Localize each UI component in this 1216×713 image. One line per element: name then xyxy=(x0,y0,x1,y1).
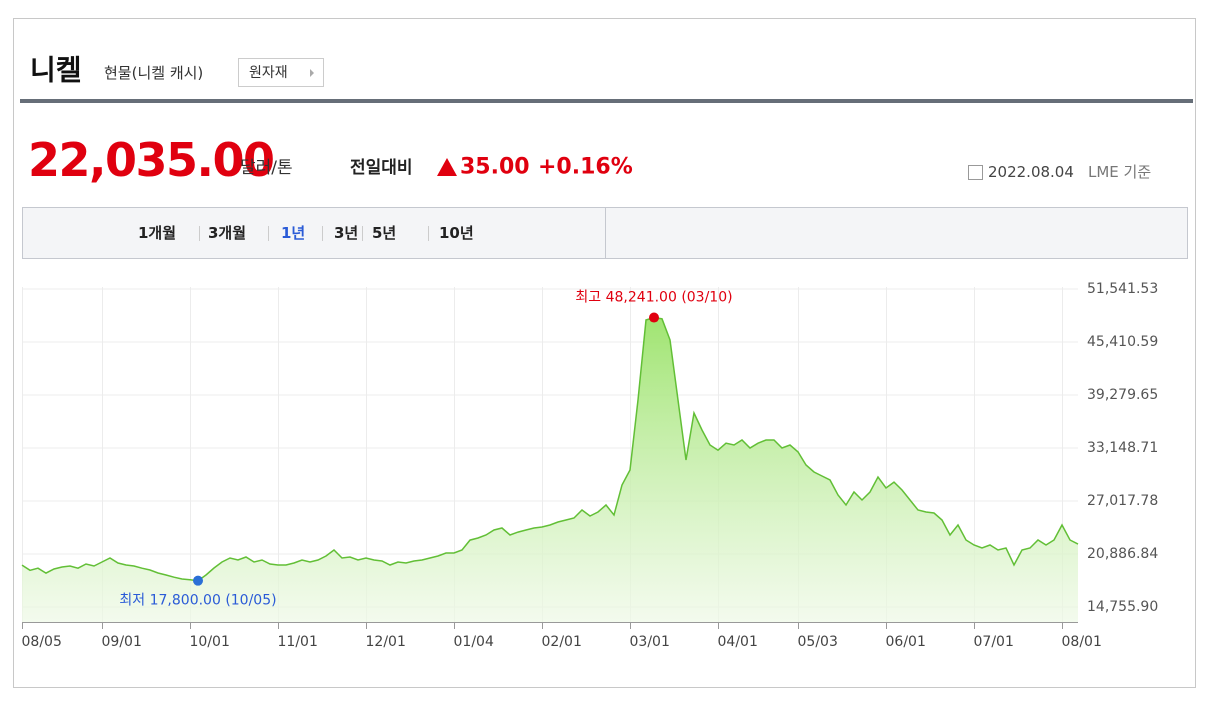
x-tick-label: 09/01 xyxy=(102,634,142,650)
calendar-icon xyxy=(968,165,983,180)
header-rule xyxy=(20,99,1193,103)
subtitle: 현물(니켈 캐시) xyxy=(104,64,203,82)
x-tick-label: 06/01 xyxy=(886,634,926,650)
min-annotation: 최저 17,800.00 (10/05) xyxy=(119,593,276,609)
x-tick-label: 04/01 xyxy=(718,634,758,650)
category-button[interactable] xyxy=(238,58,324,87)
category-button-label[interactable]: 원자재 xyxy=(249,65,288,81)
button-arrow xyxy=(310,69,314,77)
x-tick-label: 12/01 xyxy=(366,634,406,650)
y-tick-label: 20,886.84 xyxy=(1087,546,1158,562)
y-tick-label: 51,541.53 xyxy=(1087,281,1158,297)
change: 35.00 xyxy=(460,155,530,180)
title: 니켈 xyxy=(30,54,82,87)
y-tick-label: 39,279.65 xyxy=(1087,387,1158,403)
x-tick-label: 08/01 xyxy=(1062,634,1102,650)
x-tick-label: 11/01 xyxy=(278,634,318,650)
tabs: 1개월 3개월 1년 3년 5년 10년 xyxy=(138,224,474,242)
tab[interactable]: 3개월 xyxy=(208,224,246,242)
basis: LME 기준 xyxy=(1088,163,1151,181)
date: 2022.08.04 xyxy=(988,163,1074,181)
tab[interactable]: 5년 xyxy=(372,224,396,242)
x-tick-label: 05/03 xyxy=(798,634,838,650)
up-arrow xyxy=(437,158,457,176)
y-tick-label: 27,017.78 xyxy=(1087,493,1158,509)
chart: 14,755.90 20,886.84 27,017.78 33,148.71 39,2… xyxy=(22,281,1159,650)
x-tick-label: 08/05 xyxy=(22,634,62,650)
y-tick-label: 45,410.59 xyxy=(1087,334,1158,350)
price-unit: 달러/톤 xyxy=(240,158,293,178)
area-fill xyxy=(22,317,1078,622)
x-tick-label: 03/01 xyxy=(630,634,670,650)
tab[interactable]: 1년 xyxy=(281,224,305,242)
min-marker xyxy=(193,575,203,586)
tab[interactable]: 3년 xyxy=(334,224,358,242)
price: 22,035.00 xyxy=(28,133,274,187)
change-pct: +0.16% xyxy=(538,155,633,180)
x-tick-label: 02/01 xyxy=(542,634,582,650)
tab[interactable]: 1개월 xyxy=(138,224,176,242)
max-annotation: 최고 48,241.00 (03/10) xyxy=(575,290,732,306)
x-tick-label: 10/01 xyxy=(190,634,230,650)
x-tick-label: 01/04 xyxy=(454,634,494,650)
y-tick-label: 33,148.71 xyxy=(1087,440,1158,456)
x-tick-label: 07/01 xyxy=(974,634,1014,650)
max-marker xyxy=(649,312,659,323)
tab[interactable]: 10년 xyxy=(439,224,474,242)
y-tick-label: 14,755.90 xyxy=(1087,599,1158,615)
change-label: 전일대비 xyxy=(350,158,413,178)
